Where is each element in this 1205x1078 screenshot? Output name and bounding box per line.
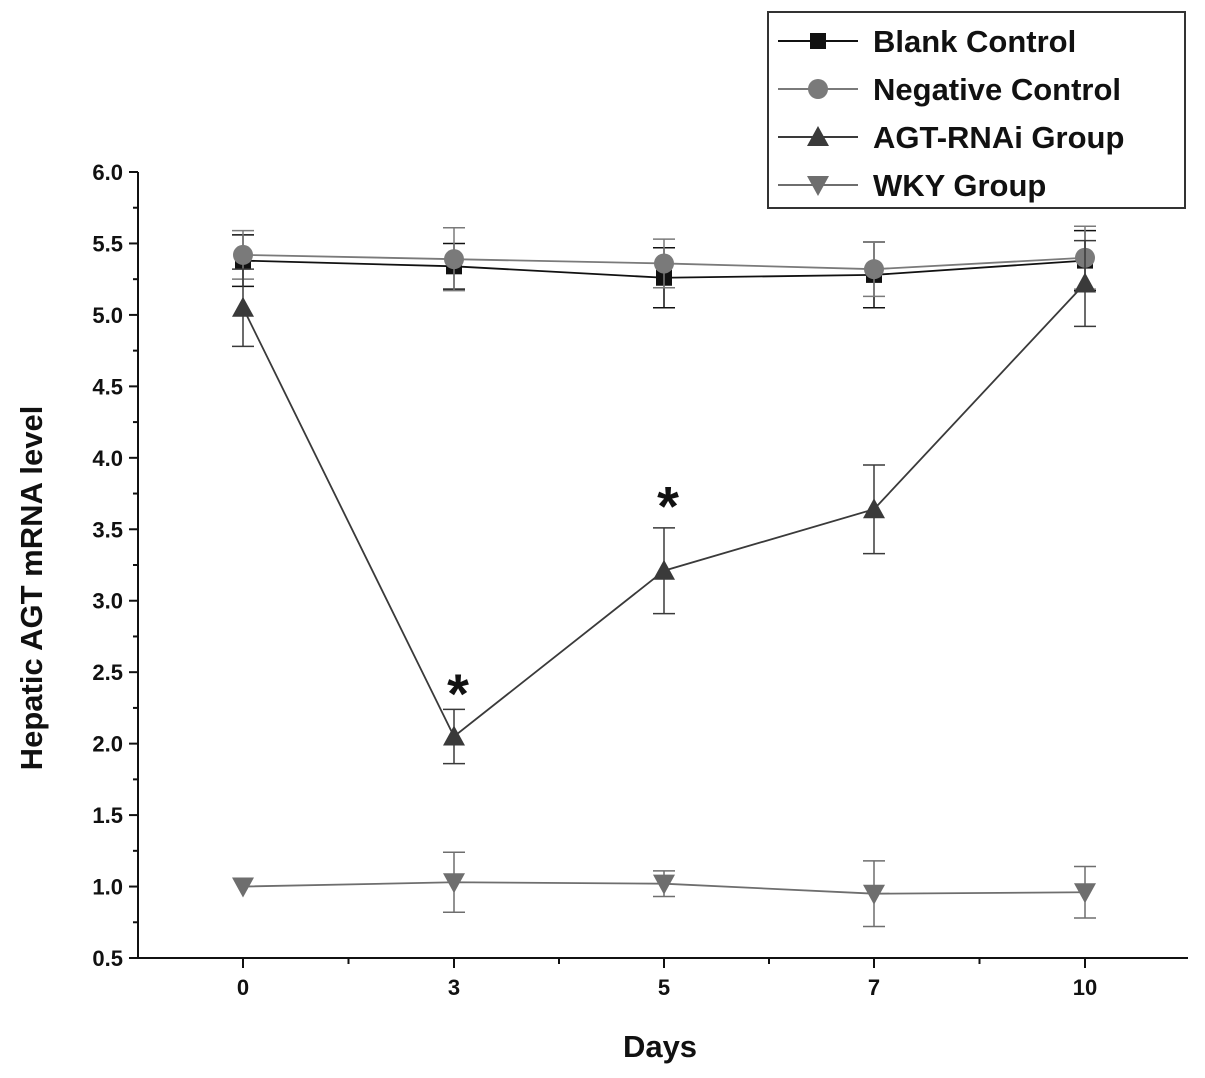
series-3: [232, 851, 1096, 928]
y-tick-label: 3.5: [92, 517, 123, 542]
y-tick-label: 1.0: [92, 875, 123, 900]
y-tick-label: 0.5: [92, 946, 123, 971]
y-tick-label: 4.0: [92, 446, 123, 471]
annotation-layer: **: [447, 475, 679, 725]
data-point: [653, 874, 675, 895]
legend-label: Negative Control: [873, 72, 1121, 107]
data-point: [1074, 883, 1096, 904]
y-tick-label: 5.0: [92, 303, 123, 328]
significance-marker: *: [657, 475, 679, 538]
data-point: [654, 253, 674, 274]
series-layer: [232, 225, 1096, 928]
data-point: [864, 259, 884, 280]
axes: 0.5 1.0 1.5 2.0 2.5 3.0 3.5 4.0 4.5 5.0 5.5 6.0 0 3 5 7…: [92, 160, 1188, 1000]
y-axis-title: Hepatic AGT mRNA level: [14, 406, 49, 771]
legend-marker: [808, 79, 828, 99]
data-point: [232, 877, 254, 898]
data-point: [443, 725, 465, 746]
legend-marker: [810, 33, 826, 49]
legend: Blank Control Negative Control AGT-RNAi Gr…: [767, 11, 1186, 209]
legend-label: AGT-RNAi Group: [873, 120, 1124, 155]
series-2: [232, 239, 1096, 765]
x-tick-label: 7: [868, 975, 880, 1000]
data-point: [653, 559, 675, 580]
y-tick-label: 6.0: [92, 160, 123, 185]
y-tick-label: 2.5: [92, 660, 123, 685]
data-point: [863, 884, 885, 905]
x-tick-label: 10: [1073, 975, 1097, 1000]
legend-label: Blank Control: [873, 24, 1076, 59]
y-tick-label: 5.5: [92, 231, 123, 256]
data-point: [863, 498, 885, 519]
data-point: [233, 244, 253, 265]
series-1: [232, 225, 1096, 298]
y-tick-label: 3.0: [92, 589, 123, 614]
legend-marker: [807, 176, 829, 196]
data-point: [232, 296, 254, 317]
significance-marker: *: [447, 662, 469, 725]
legend-label: WKY Group: [873, 168, 1046, 203]
legend-box: [767, 11, 1186, 209]
x-tick-label: 5: [658, 975, 670, 1000]
data-point: [444, 249, 464, 270]
x-tick-label: 3: [448, 975, 460, 1000]
x-tick-label: 0: [237, 975, 249, 1000]
y-tick-label: 2.0: [92, 732, 123, 757]
x-axis-title: Days: [623, 1029, 697, 1064]
data-point: [443, 873, 465, 894]
legend-marker: [807, 126, 829, 146]
y-tick-label: 1.5: [92, 803, 123, 828]
y-tick-label: 4.5: [92, 374, 123, 399]
data-point: [1074, 272, 1096, 293]
